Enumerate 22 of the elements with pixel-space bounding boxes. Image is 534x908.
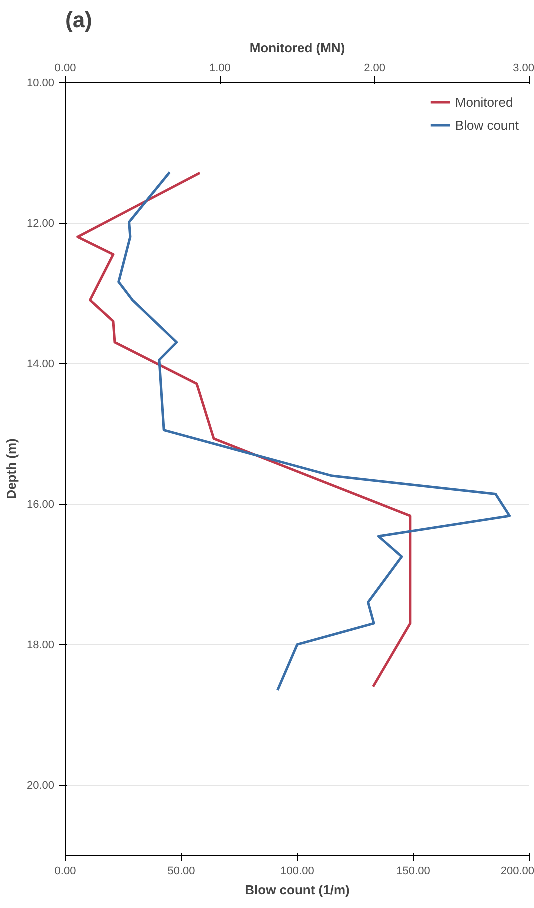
x-tick-label: 50.00 <box>168 866 196 878</box>
legend-label: Blow count <box>455 118 519 132</box>
x-tick-label: 0.00 <box>54 866 76 878</box>
chart-title: (a) <box>66 8 92 32</box>
y-tick-label: 18.00 <box>26 640 55 652</box>
legend-label: Monitored <box>455 94 514 110</box>
x-tick-label: 150.00 <box>396 866 430 878</box>
y-tick-label: 20.00 <box>26 780 55 792</box>
y-tick-label: 16.00 <box>26 499 55 512</box>
x2-tick-label: 0.00 <box>54 62 76 74</box>
x2-axis-title: Monitored (MN) <box>250 40 346 56</box>
line-series <box>118 171 512 692</box>
y-tick-label: 14.00 <box>26 358 55 371</box>
x-tick-label: 100.00 <box>280 866 314 878</box>
y-axis-title: Depth (m) <box>4 438 19 500</box>
y-tick-label: 12.00 <box>26 218 55 230</box>
x-axis-title: Blow count (1/m) <box>245 882 350 898</box>
y-tick-label: 10.00 <box>26 78 55 90</box>
x2-tick-label: 2.00 <box>364 62 386 74</box>
x2-tick-label: 1.00 <box>209 62 231 74</box>
x-tick-label: 200.00 <box>500 866 534 878</box>
x2-tick-label: 3.00 <box>513 62 534 74</box>
